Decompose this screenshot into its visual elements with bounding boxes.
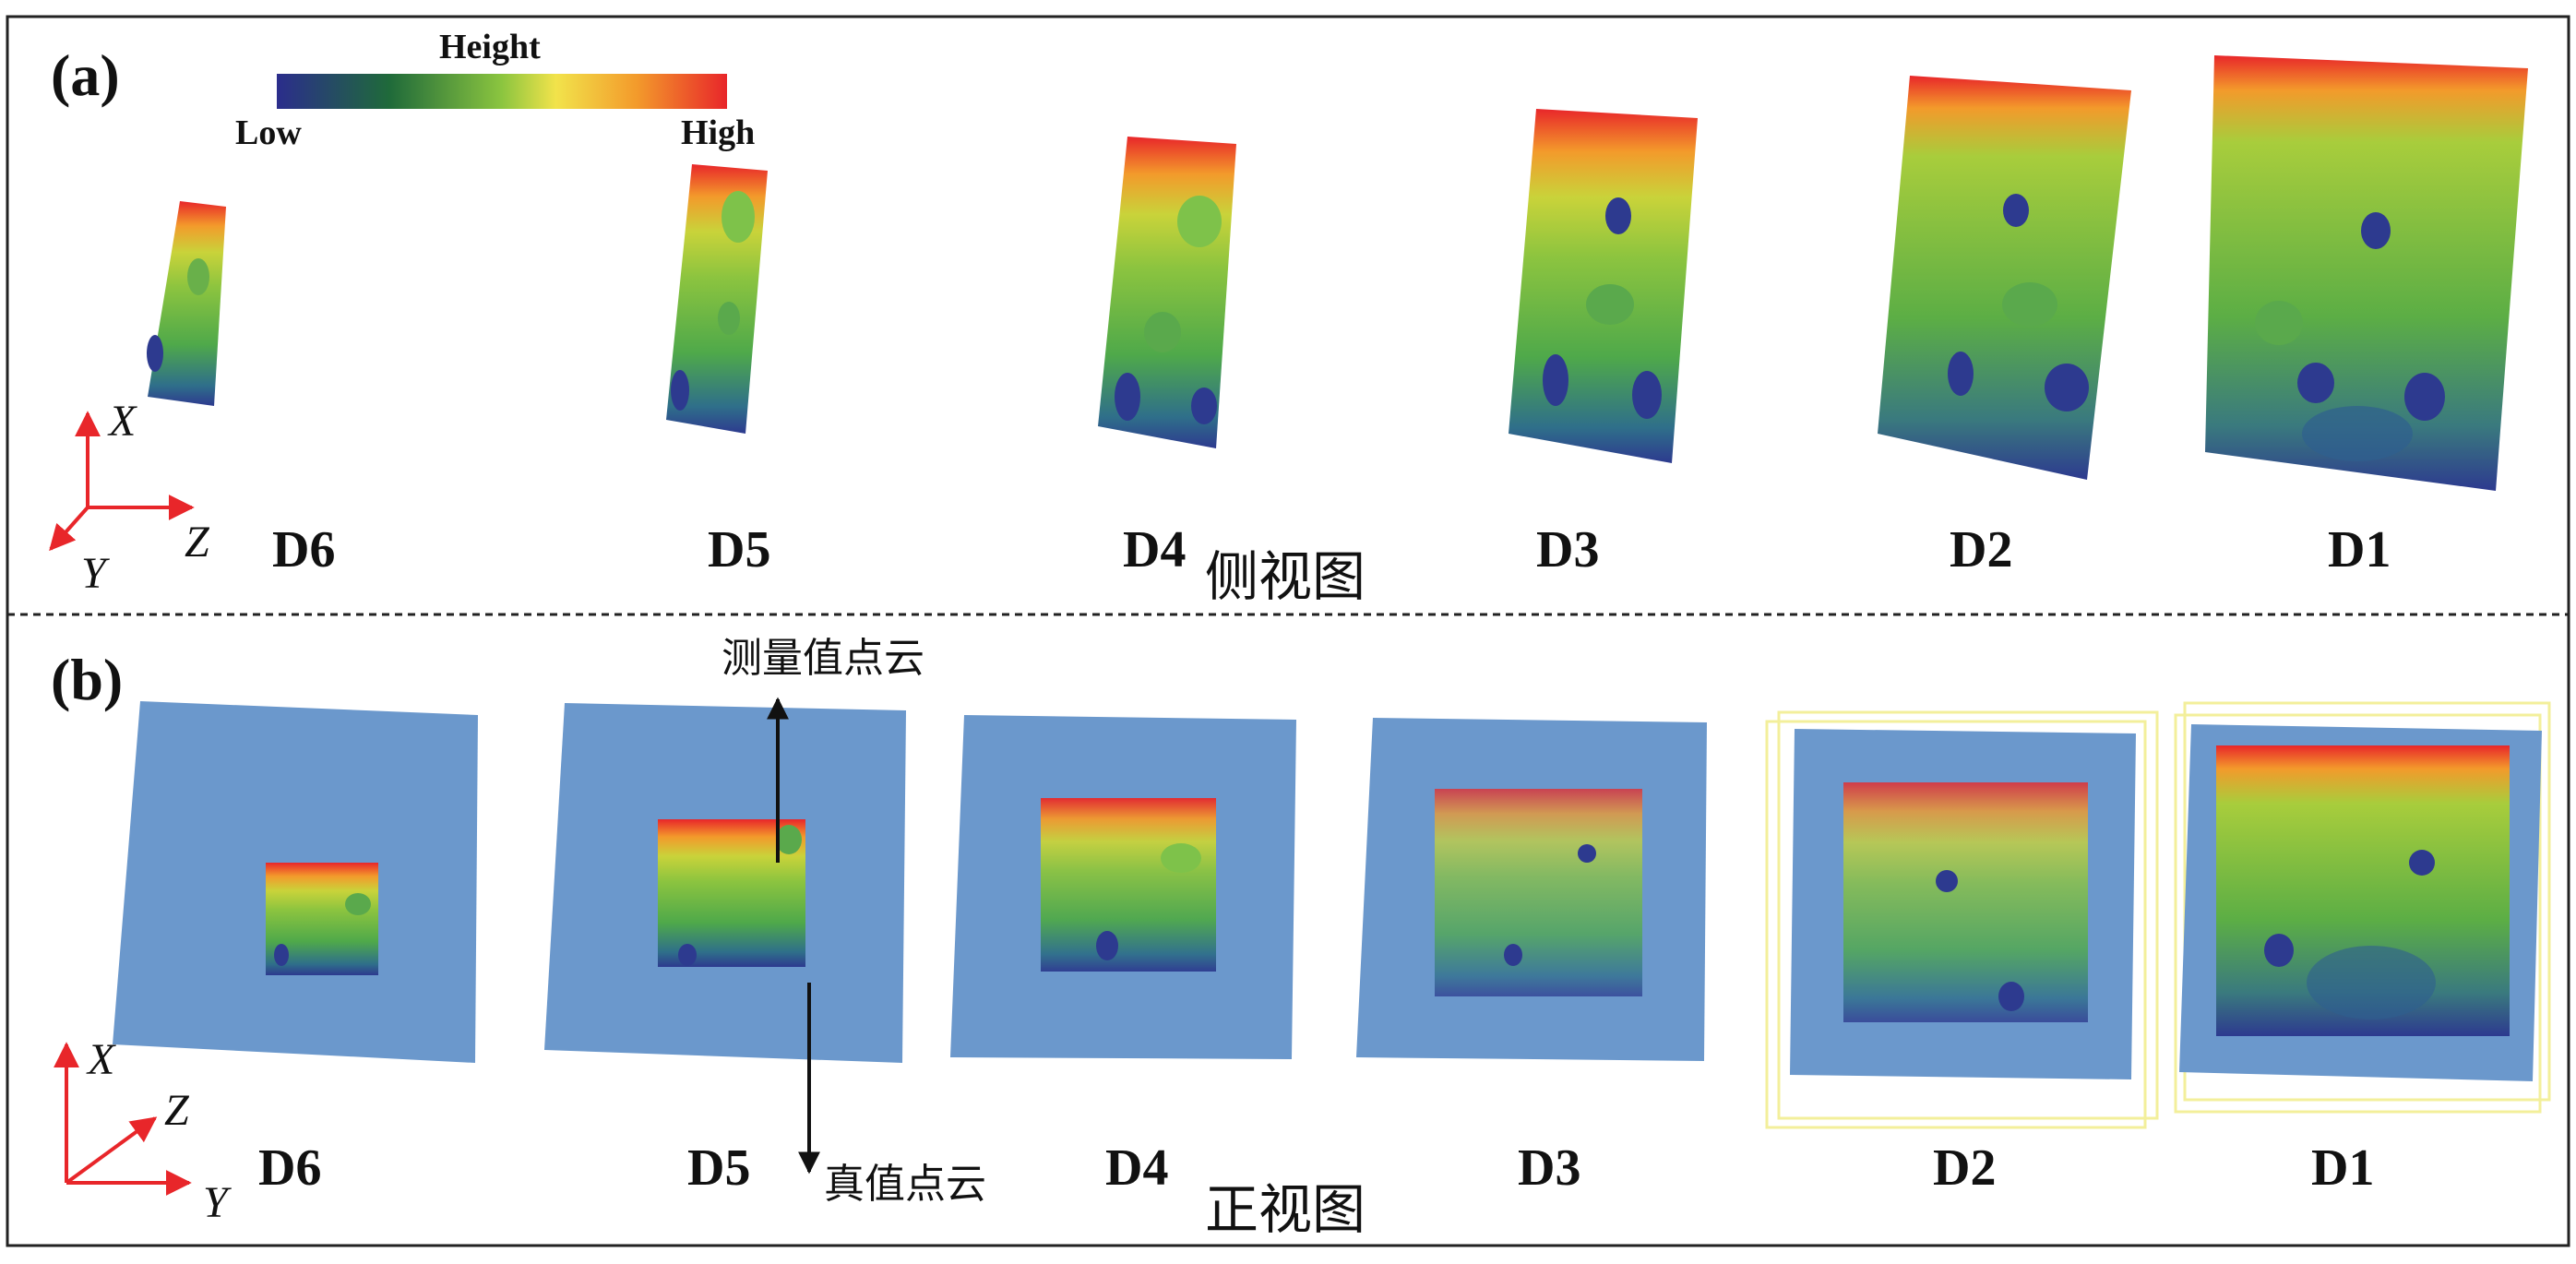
axis-x-label-a: X: [109, 397, 137, 446]
colorbar-low-label: Low: [235, 113, 302, 152]
side-label-d1: D1: [2328, 521, 2391, 578]
axis-x-label-b: X: [88, 1035, 115, 1084]
axis-triad-b: [54, 1042, 192, 1196]
truth-point-cloud-label: 真值点云: [824, 1161, 986, 1208]
front-view-d3: [1356, 718, 1707, 1061]
side-label-d5: D5: [708, 521, 771, 578]
side-label-d3: D3: [1536, 521, 1600, 578]
side-view-d3: [1509, 109, 1698, 463]
side-view-d5: [666, 164, 768, 434]
side-label-d2: D2: [1950, 521, 2013, 578]
front-view-d2: [1765, 710, 2159, 1129]
front-label-d6: D6: [258, 1139, 322, 1197]
side-view-d2: [1878, 76, 2131, 480]
colorbar: [277, 74, 727, 109]
front-view-title: 正视图: [1205, 1178, 1366, 1241]
side-label-d4: D4: [1123, 521, 1187, 578]
side-view-d6: [147, 201, 226, 406]
panel-label-a: (a): [51, 42, 120, 108]
panel-label-b: (b): [51, 647, 124, 712]
axis-y-label-b: Y: [203, 1178, 228, 1227]
axis-z-label-a: Z: [185, 518, 209, 566]
side-view-d1: [2205, 55, 2528, 491]
measured-point-cloud-label: 测量值点云: [722, 635, 924, 682]
front-view-d5: [544, 703, 906, 1063]
colorbar-high-label: High: [681, 113, 756, 152]
front-label-d1: D1: [2311, 1139, 2375, 1197]
colorbar-title: Height: [439, 28, 541, 66]
side-view-d4: [1098, 137, 1236, 448]
side-label-d6: D6: [272, 521, 336, 578]
front-view-d1: [2174, 701, 2551, 1114]
front-label-d5: D5: [687, 1139, 751, 1197]
axis-z-label-b: Z: [164, 1086, 189, 1135]
front-label-d2: D2: [1933, 1139, 1997, 1197]
front-label-d3: D3: [1518, 1139, 1581, 1197]
axis-y-label-a: Y: [81, 549, 106, 598]
axis-triad-a: [49, 411, 195, 552]
front-label-d4: D4: [1105, 1139, 1169, 1197]
front-view-d6: [113, 701, 478, 1063]
front-view-d4: [950, 715, 1296, 1059]
side-view-title: 侧视图: [1205, 545, 1366, 608]
figure-border: [6, 15, 2570, 1247]
